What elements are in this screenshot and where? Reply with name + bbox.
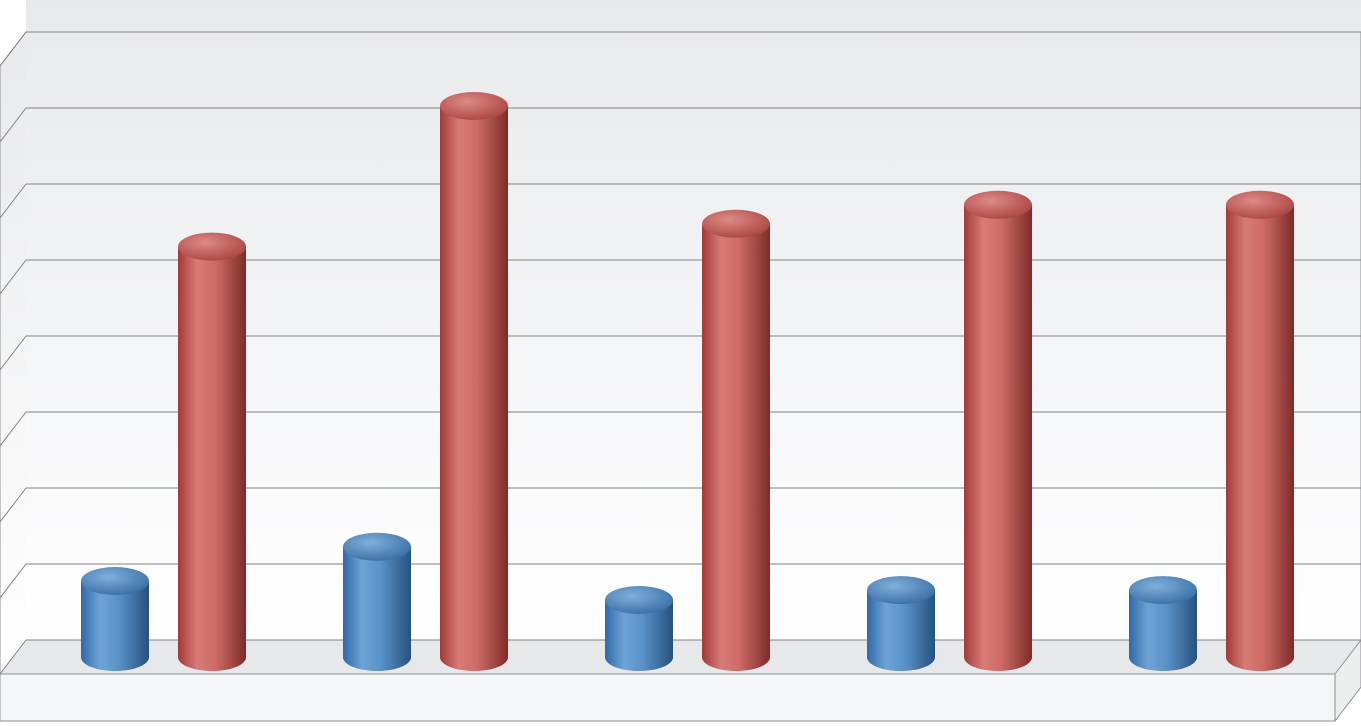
chart-3d-cylinder-bar [0, 0, 1361, 726]
grid-0 [0, 640, 1361, 674]
chart-floor [0, 640, 1361, 674]
chart-back-wall [26, 0, 1361, 640]
